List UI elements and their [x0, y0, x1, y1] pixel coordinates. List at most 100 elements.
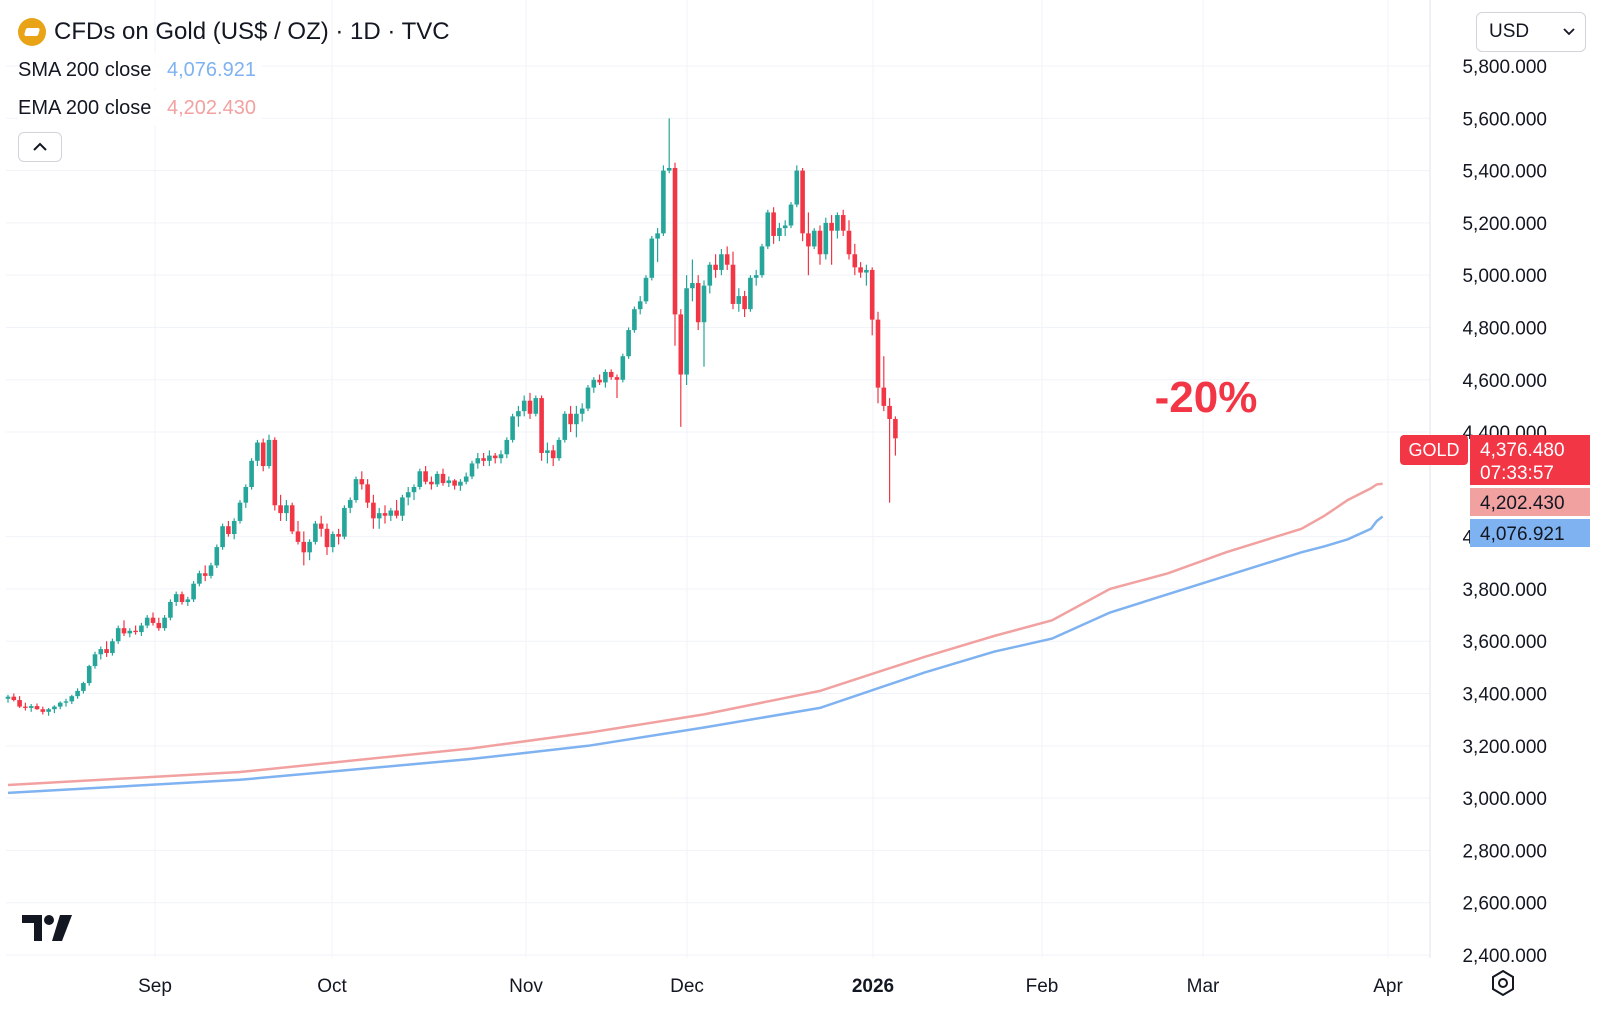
- price-tick-label: 5,400.000: [1462, 162, 1547, 183]
- candle: [556, 437, 562, 461]
- candle-body: [887, 405, 892, 419]
- candle-body: [463, 476, 469, 482]
- candle-body: [469, 463, 475, 477]
- ema-price-value: 4,202.430: [1480, 493, 1565, 514]
- candle: [434, 471, 440, 487]
- candle-body: [359, 479, 365, 485]
- candle-body: [266, 439, 272, 467]
- candle-body: [365, 484, 370, 503]
- candle: [893, 416, 898, 456]
- candle: [110, 638, 115, 656]
- candle: [678, 309, 684, 427]
- candle-body: [574, 413, 579, 425]
- ema-price-tag: [1470, 488, 1590, 516]
- percent-drop-annotation: -20%: [1155, 373, 1258, 422]
- candle: [875, 311, 881, 404]
- candle: [846, 220, 852, 260]
- candle-body: [394, 510, 399, 516]
- settings-gear-icon[interactable]: [1488, 968, 1518, 998]
- symbol-tag-label: GOLD: [1408, 440, 1459, 460]
- chevron-down-icon: [1563, 28, 1575, 36]
- candle: [643, 275, 649, 304]
- candle-body: [86, 666, 92, 684]
- candle: [695, 275, 701, 331]
- candle: [568, 405, 573, 433]
- time-axis: Sep Oct Nov Dec 2026 Feb Mar Apr: [138, 976, 1403, 997]
- candle: [446, 476, 452, 487]
- ema-indicator-row[interactable]: EMA 200 close 4,202.430: [18, 90, 262, 126]
- candle: [226, 520, 231, 537]
- candle-body: [156, 622, 162, 629]
- candle: [162, 615, 167, 631]
- candle: [463, 472, 469, 485]
- tradingview-logo-icon[interactable]: [22, 913, 74, 943]
- candle-body: [347, 500, 353, 508]
- candle-body: [620, 356, 626, 380]
- ema-200-line: [7, 482, 1383, 787]
- candle-body: [840, 215, 846, 231]
- candle-body: [249, 460, 254, 487]
- price-tick-label: 4,600.000: [1462, 371, 1547, 392]
- candle-body: [481, 458, 486, 461]
- candlestick-series: [5, 118, 898, 716]
- candle-body: [452, 480, 457, 486]
- candle-body: [510, 416, 515, 440]
- candle-body: [405, 492, 411, 498]
- candle: [777, 222, 782, 242]
- sma-indicator-row[interactable]: SMA 200 close 4,076.921: [18, 52, 262, 88]
- candle: [452, 479, 457, 490]
- price-tick-label: 5,800.000: [1462, 57, 1547, 78]
- chart-legend: CFDs on Gold (US$ / OZ) · 1D · TVC SMA 2…: [18, 14, 450, 162]
- candle-body: [550, 450, 556, 459]
- candle-body: [191, 583, 196, 600]
- candle-body: [846, 230, 852, 255]
- candle: [632, 306, 637, 333]
- candle-body: [539, 398, 544, 453]
- candle: [782, 220, 788, 236]
- candle-body: [40, 709, 46, 712]
- candle-body: [823, 222, 829, 255]
- currency-select[interactable]: USD: [1476, 12, 1586, 52]
- candle-body: [34, 706, 40, 710]
- candle: [284, 500, 289, 521]
- candle: [173, 591, 179, 606]
- price-tick-label: 3,400.000: [1462, 685, 1547, 706]
- candle-body: [17, 700, 22, 707]
- candle: [289, 502, 295, 535]
- candle: [191, 581, 196, 603]
- candle: [272, 437, 278, 511]
- candle: [550, 445, 556, 467]
- price-tick-label: 5,000.000: [1462, 266, 1547, 287]
- candle: [260, 438, 266, 472]
- candle: [637, 296, 643, 315]
- candle-body: [411, 486, 417, 493]
- candle-body: [568, 413, 573, 425]
- candle-body: [318, 523, 324, 529]
- candle: [75, 688, 80, 699]
- symbol-title-row[interactable]: CFDs on Gold (US$ / OZ) · 1D · TVC: [18, 14, 450, 50]
- candle-body: [597, 379, 602, 383]
- price-tick-label: 3,600.000: [1462, 632, 1547, 653]
- candle-body: [63, 701, 69, 703]
- gold-coin-icon: [18, 18, 46, 46]
- candle-body: [545, 450, 550, 453]
- candle: [266, 434, 272, 469]
- candle: [585, 384, 591, 412]
- sma-indicator-params: 200 close: [65, 59, 152, 81]
- candle: [98, 646, 104, 660]
- candle: [869, 267, 875, 336]
- candle-body: [133, 630, 138, 633]
- collapse-legend-button[interactable]: [18, 132, 62, 162]
- candle-body: [371, 502, 376, 519]
- candle-body: [643, 277, 649, 302]
- candle-body: [817, 230, 823, 255]
- candle-body: [434, 473, 440, 485]
- candle-body: [869, 269, 875, 320]
- symbol-title: CFDs on Gold (US$ / OZ) · 1D · TVC: [54, 18, 450, 45]
- candle-body: [342, 507, 347, 537]
- price-tick-label: 4,800.000: [1462, 318, 1547, 339]
- candle-body: [487, 455, 492, 461]
- candle-body: [353, 479, 359, 501]
- candle: [243, 484, 249, 508]
